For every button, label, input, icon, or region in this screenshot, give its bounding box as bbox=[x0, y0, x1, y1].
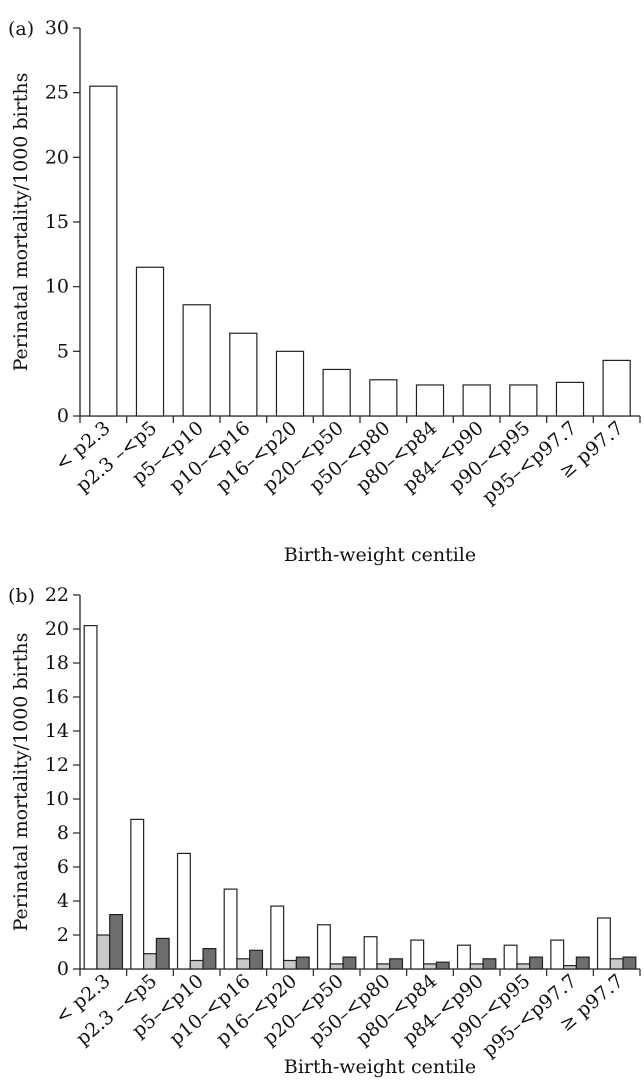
y-tick-label: 20 bbox=[45, 146, 69, 168]
y-tick-label: 14 bbox=[45, 720, 69, 742]
y-tick-label: 20 bbox=[45, 618, 69, 640]
bar-series-2-8 bbox=[424, 964, 437, 969]
y-tick-label: 10 bbox=[45, 276, 69, 298]
y-tick-label: 18 bbox=[45, 652, 69, 674]
y-tick-label: 22 bbox=[45, 584, 69, 606]
y-tick-label: 5 bbox=[57, 340, 69, 362]
bar-series-2-9 bbox=[470, 964, 483, 969]
bar-series-1-5 bbox=[271, 906, 284, 969]
bar-series-1-9 bbox=[458, 945, 471, 969]
bar-series-1-8 bbox=[416, 385, 443, 416]
bar-series-1-1 bbox=[90, 86, 117, 416]
bar-series-1-2 bbox=[131, 819, 144, 969]
bar-series-2-2 bbox=[144, 954, 157, 969]
bar-series-1-3 bbox=[183, 305, 210, 416]
bar-series-1-1 bbox=[84, 626, 97, 969]
bar-series-2-3 bbox=[190, 961, 203, 970]
y-tick-label: 30 bbox=[45, 17, 69, 39]
bar-series-1-6 bbox=[323, 369, 350, 416]
bar-series-1-2 bbox=[136, 267, 163, 416]
bar-series-3-5 bbox=[296, 957, 309, 969]
y-axis-title: Perinatal mortality/1000 births bbox=[10, 633, 32, 932]
bar-series-1-11 bbox=[556, 382, 583, 416]
bar-series-3-9 bbox=[483, 959, 496, 969]
bar-series-1-5 bbox=[276, 351, 303, 416]
bar-series-2-12 bbox=[610, 959, 623, 969]
bar-series-3-3 bbox=[203, 949, 216, 969]
bar-series-3-4 bbox=[250, 950, 263, 969]
bar-series-1-8 bbox=[411, 940, 424, 969]
panel-label: (b) bbox=[8, 585, 35, 607]
y-tick-label: 16 bbox=[45, 686, 69, 708]
y-tick-label: 4 bbox=[57, 890, 69, 912]
y-axis-title: Perinatal mortality/1000 births bbox=[10, 73, 32, 372]
panel-label: (a) bbox=[8, 18, 34, 40]
y-tick-label: 8 bbox=[57, 822, 69, 844]
bar-series-1-10 bbox=[504, 945, 517, 969]
bar-series-2-4 bbox=[237, 959, 250, 969]
bar-series-2-1 bbox=[97, 935, 110, 969]
bar-series-2-5 bbox=[284, 961, 297, 970]
bar-series-3-11 bbox=[576, 957, 589, 969]
bar-series-1-4 bbox=[230, 333, 257, 416]
bar-series-1-7 bbox=[370, 380, 397, 416]
bar-series-1-12 bbox=[603, 360, 630, 416]
bar-series-1-7 bbox=[364, 937, 377, 969]
bar-series-3-6 bbox=[343, 957, 356, 969]
bar-series-1-10 bbox=[510, 385, 537, 416]
bar-series-1-9 bbox=[463, 385, 490, 416]
x-axis-title: Birth-weight centile bbox=[284, 1056, 476, 1078]
y-tick-label: 12 bbox=[45, 754, 69, 776]
y-tick-label: 10 bbox=[45, 788, 69, 810]
bar-series-1-6 bbox=[318, 925, 331, 969]
bar-series-3-1 bbox=[110, 915, 123, 969]
y-tick-label: 25 bbox=[45, 82, 69, 104]
bar-series-2-7 bbox=[377, 964, 390, 969]
y-tick-label: 0 bbox=[57, 405, 69, 427]
bar-series-1-12 bbox=[598, 918, 611, 969]
bar-series-2-10 bbox=[517, 964, 530, 969]
bar-series-3-2 bbox=[156, 938, 169, 969]
bar-series-1-3 bbox=[178, 853, 191, 969]
bar-series-1-11 bbox=[551, 940, 564, 969]
bar-series-2-6 bbox=[330, 964, 343, 969]
bar-series-2-11 bbox=[564, 966, 577, 969]
y-tick-label: 6 bbox=[57, 856, 69, 878]
bar-series-3-12 bbox=[623, 957, 636, 969]
x-axis-title: Birth-weight centile bbox=[284, 544, 476, 566]
y-tick-label: 2 bbox=[57, 924, 69, 946]
bar-series-1-4 bbox=[224, 889, 237, 969]
bar-series-3-7 bbox=[390, 959, 403, 969]
bar-series-3-10 bbox=[530, 957, 543, 969]
y-tick-label: 0 bbox=[57, 958, 69, 980]
y-tick-label: 15 bbox=[45, 211, 69, 233]
bar-series-3-8 bbox=[436, 962, 449, 969]
